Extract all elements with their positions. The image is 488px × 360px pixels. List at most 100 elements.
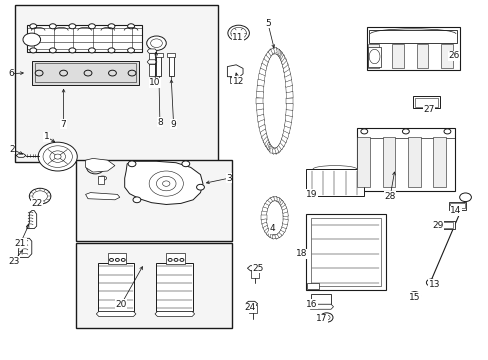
- Polygon shape: [262, 222, 267, 229]
- Circle shape: [402, 129, 408, 134]
- Polygon shape: [245, 301, 257, 306]
- Bar: [449, 203, 464, 208]
- Bar: [432, 137, 445, 187]
- Polygon shape: [267, 144, 274, 154]
- Circle shape: [49, 24, 56, 29]
- Polygon shape: [274, 197, 281, 203]
- Circle shape: [35, 70, 43, 76]
- Bar: [98, 176, 103, 184]
- Circle shape: [91, 164, 100, 171]
- Bar: [166, 253, 184, 264]
- Polygon shape: [261, 219, 266, 225]
- Circle shape: [408, 292, 420, 300]
- Polygon shape: [265, 198, 272, 205]
- Polygon shape: [267, 48, 274, 58]
- Polygon shape: [278, 51, 285, 62]
- Bar: [167, 53, 175, 57]
- Text: 22: 22: [31, 199, 42, 208]
- Polygon shape: [270, 49, 279, 54]
- Circle shape: [323, 315, 329, 320]
- Circle shape: [69, 48, 76, 53]
- Polygon shape: [264, 51, 270, 62]
- Ellipse shape: [264, 200, 284, 236]
- Polygon shape: [267, 232, 274, 239]
- Polygon shape: [257, 114, 264, 122]
- Text: 9: 9: [170, 120, 176, 129]
- Polygon shape: [268, 146, 277, 154]
- Text: 21: 21: [15, 238, 26, 248]
- Bar: [156, 263, 193, 311]
- Polygon shape: [27, 211, 37, 229]
- Circle shape: [30, 48, 37, 53]
- Polygon shape: [283, 215, 288, 220]
- Polygon shape: [269, 197, 277, 202]
- Polygon shape: [285, 79, 292, 87]
- Polygon shape: [277, 198, 283, 205]
- Text: 6: 6: [8, 69, 14, 78]
- Text: 3: 3: [225, 174, 231, 183]
- Polygon shape: [261, 211, 266, 217]
- Circle shape: [108, 24, 115, 29]
- Bar: [368, 30, 456, 43]
- Polygon shape: [280, 203, 286, 210]
- Polygon shape: [257, 79, 264, 87]
- Polygon shape: [282, 211, 287, 217]
- Bar: [76, 243, 232, 328]
- Text: 16: 16: [305, 300, 317, 309]
- Circle shape: [29, 188, 51, 204]
- Polygon shape: [285, 91, 292, 98]
- Bar: [249, 305, 257, 313]
- Bar: [98, 263, 134, 311]
- Circle shape: [127, 48, 134, 53]
- Bar: [149, 53, 155, 65]
- Polygon shape: [278, 140, 285, 150]
- Text: 27: 27: [423, 105, 434, 114]
- Bar: [306, 283, 319, 289]
- Polygon shape: [279, 228, 285, 235]
- Polygon shape: [147, 49, 157, 53]
- Polygon shape: [260, 129, 266, 139]
- Bar: [15, 5, 217, 162]
- Text: 17: 17: [315, 314, 327, 323]
- Circle shape: [128, 70, 136, 76]
- Polygon shape: [270, 148, 279, 153]
- Bar: [27, 25, 142, 52]
- Text: 12: 12: [232, 77, 244, 85]
- Polygon shape: [272, 197, 279, 202]
- Circle shape: [109, 258, 113, 261]
- Circle shape: [84, 70, 92, 76]
- Bar: [437, 221, 454, 229]
- Bar: [416, 44, 427, 68]
- Polygon shape: [276, 49, 283, 59]
- Polygon shape: [274, 232, 281, 239]
- Bar: [35, 63, 136, 82]
- Circle shape: [196, 184, 204, 190]
- Polygon shape: [263, 203, 268, 210]
- Text: 25: 25: [252, 264, 264, 273]
- Circle shape: [23, 33, 41, 46]
- Ellipse shape: [99, 176, 106, 180]
- Polygon shape: [265, 230, 272, 238]
- Polygon shape: [285, 109, 292, 117]
- Polygon shape: [265, 49, 272, 59]
- Polygon shape: [272, 47, 280, 56]
- Circle shape: [127, 24, 134, 29]
- Bar: [391, 44, 403, 68]
- Text: 8: 8: [157, 118, 163, 127]
- Circle shape: [168, 258, 172, 261]
- Bar: [382, 137, 395, 187]
- Circle shape: [30, 24, 37, 29]
- Polygon shape: [261, 59, 267, 69]
- Polygon shape: [276, 142, 283, 153]
- Polygon shape: [283, 125, 290, 134]
- Bar: [76, 160, 232, 241]
- Polygon shape: [279, 200, 285, 207]
- Circle shape: [86, 161, 104, 174]
- Text: 4: 4: [269, 224, 275, 233]
- Text: 20: 20: [115, 300, 127, 309]
- Polygon shape: [264, 140, 270, 150]
- Circle shape: [443, 129, 450, 134]
- Text: 5: 5: [264, 19, 270, 28]
- Text: 18: 18: [296, 249, 307, 258]
- Polygon shape: [281, 133, 287, 143]
